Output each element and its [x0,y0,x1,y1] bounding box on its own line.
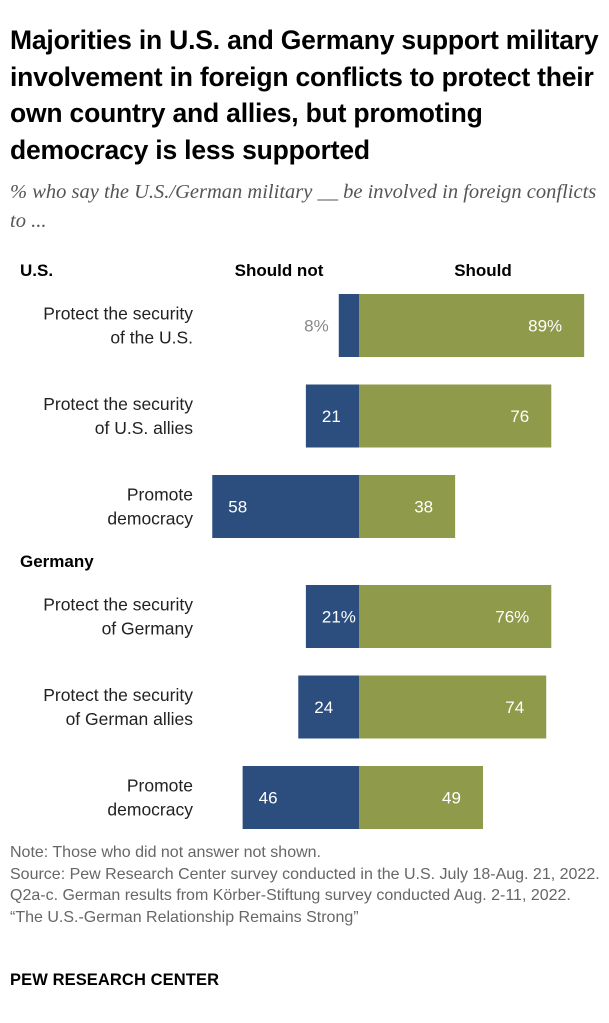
row-label: of the U.S. [110,328,193,348]
value-label-should-not: 46 [259,789,278,808]
column-header-should-not: Should not [235,261,324,280]
brand-logo-text: PEW RESEARCH CENTER [10,971,220,989]
value-label-should: 74 [505,698,524,717]
row-label: of Germany [102,619,194,639]
value-label-should: 76 [510,407,529,426]
group-label: U.S. [20,261,53,280]
value-label-should: 76% [495,608,529,627]
bar-should-not [305,384,359,448]
note-text: Note: Those who did not answer not shown… [10,844,321,861]
bar-should-not [212,475,359,538]
value-label-should-not: 21% [322,608,356,627]
bar-should [359,384,552,448]
row-label: Promote [127,485,193,505]
value-label-should: 49 [442,789,461,808]
group-label: Germany [20,552,94,571]
value-label-should: 89% [528,317,562,336]
bar-should [359,475,456,538]
source-text: Source: Pew Research Center survey condu… [10,865,600,905]
value-label-should-not: 24 [314,698,333,717]
row-label: of German allies [66,709,194,729]
chart-title: Majorities in U.S. and Germany support m… [10,25,599,165]
row-label: Promote [127,776,193,796]
value-label-should: 38 [414,498,433,517]
bar-should [359,675,547,739]
column-header-should: Should [454,261,512,280]
row-label: Protect the security [43,685,193,705]
chart-subtitle: % who say the U.S./German military __ be… [10,181,597,232]
chart-notes: Note: Those who did not answer not shown… [10,842,605,928]
value-label-should-not: 21 [322,407,341,426]
bar-should [359,766,483,829]
bar-should-not [298,675,359,739]
row-label: democracy [107,800,193,820]
bar-should-not [338,294,359,357]
diverging-bar-chart: Should not Should U.S. Protect the security… [20,261,585,829]
bar-should-not [242,766,359,829]
value-label-should-not: 8% [304,317,329,336]
bar-should [359,294,585,357]
row-label: Protect the security [43,394,193,414]
bar-should-not [305,585,359,648]
row-label: of U.S. allies [95,418,193,438]
bar-should [359,585,552,648]
row-label: Protect the security [43,304,193,324]
row-label: Protect the security [43,595,193,615]
report-title: “The U.S.-German Relationship Remains St… [10,908,359,926]
value-label-should-not: 58 [228,498,247,517]
row-label: democracy [107,509,193,529]
